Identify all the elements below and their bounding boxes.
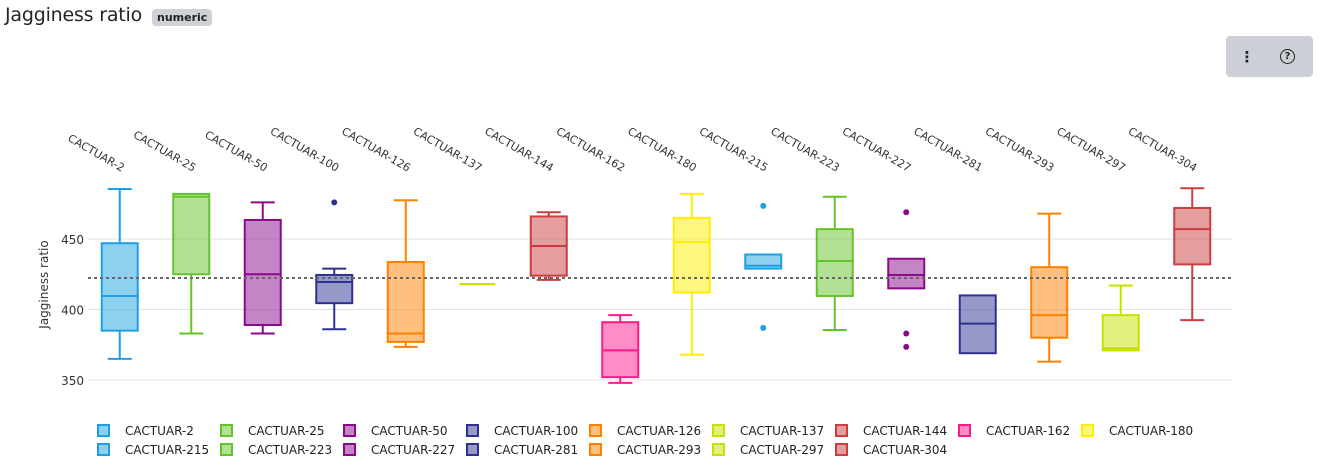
y-axis-label: Jagginess ratio bbox=[37, 240, 51, 329]
x-tick-label: CACTUAR-25 bbox=[131, 128, 198, 174]
legend-swatch bbox=[343, 443, 356, 456]
legend-label: CACTUAR-281 bbox=[494, 443, 578, 457]
legend-label: CACTUAR-223 bbox=[248, 443, 332, 457]
x-tick-label: CACTUAR-137 bbox=[411, 125, 484, 175]
x-tick-label: CACTUAR-50 bbox=[202, 128, 269, 174]
x-tick-label: CACTUAR-180 bbox=[625, 125, 698, 175]
legend-label: CACTUAR-137 bbox=[740, 424, 824, 438]
x-tick-label: CACTUAR-162 bbox=[554, 125, 627, 175]
legend-swatch bbox=[466, 424, 479, 437]
legend-label: CACTUAR-50 bbox=[371, 424, 448, 438]
y-tick-label: 450 bbox=[61, 233, 84, 247]
legend-label: CACTUAR-144 bbox=[863, 424, 947, 438]
outlier-point bbox=[903, 343, 910, 350]
box bbox=[1173, 206, 1212, 266]
legend-swatch bbox=[343, 424, 356, 437]
x-tick-label: CACTUAR-100 bbox=[268, 125, 341, 175]
legend-label: CACTUAR-215 bbox=[125, 443, 209, 457]
more-vertical-icon[interactable]: ⋮ bbox=[1239, 48, 1255, 66]
chart-toolbar: ⋮ ? bbox=[1226, 36, 1313, 77]
legend-label: CACTUAR-297 bbox=[740, 443, 824, 457]
x-tick-label: CACTUAR-215 bbox=[697, 125, 770, 175]
y-tick-label: 400 bbox=[61, 304, 84, 318]
legend-label: CACTUAR-126 bbox=[617, 424, 701, 438]
x-tick-label: CACTUAR-293 bbox=[983, 125, 1056, 175]
box bbox=[386, 260, 425, 343]
legend-swatch bbox=[712, 443, 725, 456]
y-tick-label: 350 bbox=[61, 374, 84, 388]
box bbox=[100, 242, 139, 332]
legend-swatch bbox=[589, 443, 602, 456]
x-tick-label: CACTUAR-281 bbox=[911, 125, 984, 175]
legend-label: CACTUAR-162 bbox=[986, 424, 1070, 438]
legend-swatch bbox=[220, 424, 233, 437]
box bbox=[172, 192, 211, 276]
legend-label: CACTUAR-100 bbox=[494, 424, 578, 438]
box bbox=[887, 257, 926, 290]
x-tick-label: CACTUAR-297 bbox=[1054, 125, 1127, 175]
x-tick-label: CACTUAR-2 bbox=[66, 132, 127, 175]
box bbox=[815, 228, 854, 297]
legend-swatch bbox=[712, 424, 725, 437]
box bbox=[315, 273, 354, 305]
legend-swatch bbox=[589, 424, 602, 437]
box bbox=[1101, 314, 1140, 352]
outlier-point bbox=[903, 209, 910, 216]
legend-swatch bbox=[220, 443, 233, 456]
help-circle-icon[interactable]: ? bbox=[1280, 49, 1295, 64]
outlier-point bbox=[331, 199, 338, 206]
legend-swatch bbox=[97, 424, 110, 437]
legend-swatch bbox=[835, 443, 848, 456]
legend-label: CACTUAR-293 bbox=[617, 443, 701, 457]
outlier-point bbox=[760, 202, 767, 209]
legend-swatch bbox=[1081, 424, 1094, 437]
box bbox=[243, 218, 282, 327]
x-tick-label: CACTUAR-227 bbox=[840, 125, 913, 175]
legend-swatch bbox=[958, 424, 971, 437]
box bbox=[672, 216, 711, 294]
outlier-point bbox=[760, 324, 767, 331]
legend-label: CACTUAR-2 bbox=[125, 424, 194, 438]
legend-label: CACTUAR-180 bbox=[1109, 424, 1193, 438]
legend-swatch bbox=[835, 424, 848, 437]
type-badge: numeric bbox=[152, 9, 213, 26]
legend-label: CACTUAR-25 bbox=[248, 424, 325, 438]
legend-label: CACTUAR-304 bbox=[863, 443, 947, 457]
chart-title: Jagginess ratio bbox=[5, 4, 143, 26]
outlier-point bbox=[903, 330, 910, 337]
legend-label: CACTUAR-227 bbox=[371, 443, 455, 457]
x-tick-label: CACTUAR-144 bbox=[482, 125, 555, 175]
x-tick-label: CACTUAR-304 bbox=[1126, 125, 1199, 175]
x-tick-label: CACTUAR-223 bbox=[768, 125, 841, 175]
x-tick-label: CACTUAR-126 bbox=[339, 125, 412, 175]
legend-swatch bbox=[466, 443, 479, 456]
legend-swatch bbox=[97, 443, 110, 456]
